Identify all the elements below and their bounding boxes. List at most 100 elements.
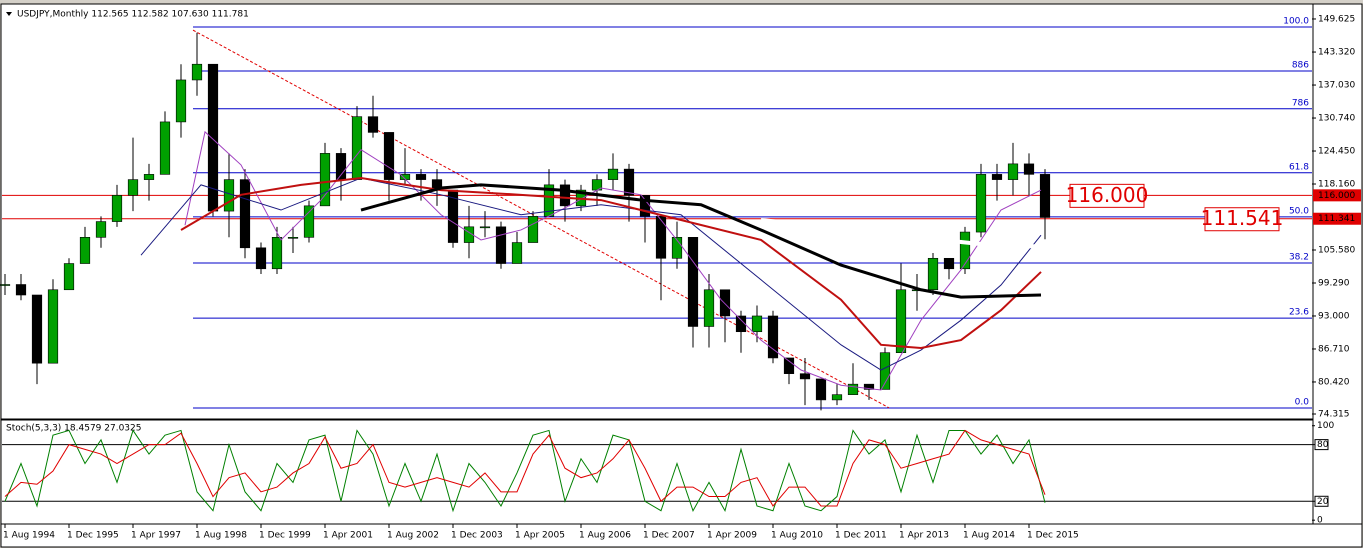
candle-body [303,205,315,238]
stoch-line [4,429,1046,513]
candle-body [847,383,859,395]
y-tick-label: 149.625 [1318,14,1355,24]
candle-body [287,237,299,239]
x-tick-label: 1 Aug 1994 [3,531,55,541]
candle-body [127,179,139,196]
candle-body [15,284,27,296]
candle-body [687,237,699,327]
x-tick-label: 1 Dec 2007 [643,531,695,541]
moving-average [760,218,1041,249]
stoch-title: Stoch(5,3,3) 18.4579 27.0325 [6,424,141,434]
candle-body [111,195,123,222]
y-tick-label: 105.580 [1318,245,1355,255]
y-tick-label: 74.315 [1318,409,1350,419]
x-tick-label: 1 Aug 2010 [771,531,823,541]
candle-body [79,237,91,264]
y-tick-label: 86.710 [1318,344,1350,354]
x-tick-label: 1 Dec 1999 [259,531,311,541]
fib-label: 786 [1292,98,1309,108]
candle-body [511,242,523,264]
x-tick-label: 1 Apr 1997 [131,531,181,541]
price-tag [1313,189,1361,202]
candle-body [143,174,155,180]
candle-body [623,168,635,196]
y-tick-label: 143.320 [1318,48,1355,58]
candle-body [527,216,539,243]
candle-body [975,174,987,233]
candle-body [239,179,251,249]
candle-body [223,179,235,212]
moving-average [180,177,1042,349]
candle-body [655,216,667,259]
price-tag [1313,212,1361,225]
y-tick-label: 93.000 [1318,311,1350,321]
x-tick-label: 1 Aug 2002 [387,531,439,541]
y-tick-label: 124.450 [1318,147,1355,157]
candle-body [0,284,11,286]
x-tick-label: 1 Dec 2011 [835,531,887,541]
price-tag-label: 116.000 [1318,191,1355,201]
x-tick-label: 1 Aug 2014 [963,531,1015,541]
candle-body [351,116,363,180]
x-tick-label: 1 Apr 2013 [899,531,949,541]
y-tick-label: 0 [1317,516,1323,526]
candle-body [735,315,747,333]
time-axis [0,523,1363,548]
candle-body [607,168,619,180]
candle-body [255,247,267,270]
x-tick-label: 1 Dec 2015 [1027,531,1079,541]
menu-arrow[interactable] [6,12,12,16]
price-tag-label: 111.341 [1318,214,1355,224]
x-tick-label: 1 Dec 2003 [451,531,503,541]
candle-body [943,257,955,270]
x-tick-label: 1 Dec 1995 [67,531,119,541]
candle-body [415,174,427,180]
candle-body [271,237,283,270]
candle-body [367,116,379,133]
candle-body [159,121,171,175]
candle-body [1007,163,1019,180]
fib-label: 61.8 [1289,162,1309,172]
moving-average [140,177,1042,371]
fib-label: 50.0 [1289,206,1309,216]
fib-label: 886 [1292,61,1309,71]
candle-body [95,221,107,238]
y-tick-label: 100 [1317,421,1334,431]
price-label: 111.541 [1201,206,1284,230]
y-tick-label: 118.160 [1318,180,1355,190]
stoch-panel [0,419,1314,525]
candle-body [671,237,683,259]
y-tick-label: 20 [1317,497,1329,507]
y-tick-label: 137.030 [1318,81,1355,91]
candle-body [1023,163,1035,175]
price-label-box [1204,207,1280,232]
trendline [192,29,890,409]
price-axis [1312,3,1363,525]
candle-body [879,352,891,390]
candle-body [991,174,1003,180]
candle-body [191,63,203,81]
fib-label: 0.0 [1295,397,1310,407]
stoch-line [4,429,1046,507]
x-tick-label: 1 Apr 2001 [323,531,373,541]
fib-label: 38.2 [1289,253,1309,263]
y-tick-label: 99.290 [1318,278,1350,288]
candle-body [783,357,795,374]
candle-body [799,373,811,380]
candle-body [319,153,331,207]
moving-average [184,130,1042,391]
moving-average [360,183,1042,299]
price-label: 116.000 [1066,183,1149,207]
candle-body [479,226,491,229]
candle-body [399,174,411,180]
candle-body [751,315,763,333]
candle-body [815,378,827,401]
candle-body [63,263,75,291]
y-tick-label: 80.420 [1318,377,1350,387]
price-label-box [1069,183,1145,208]
candle-body [831,394,843,401]
candle-body [175,79,187,123]
candle-body [31,294,43,364]
